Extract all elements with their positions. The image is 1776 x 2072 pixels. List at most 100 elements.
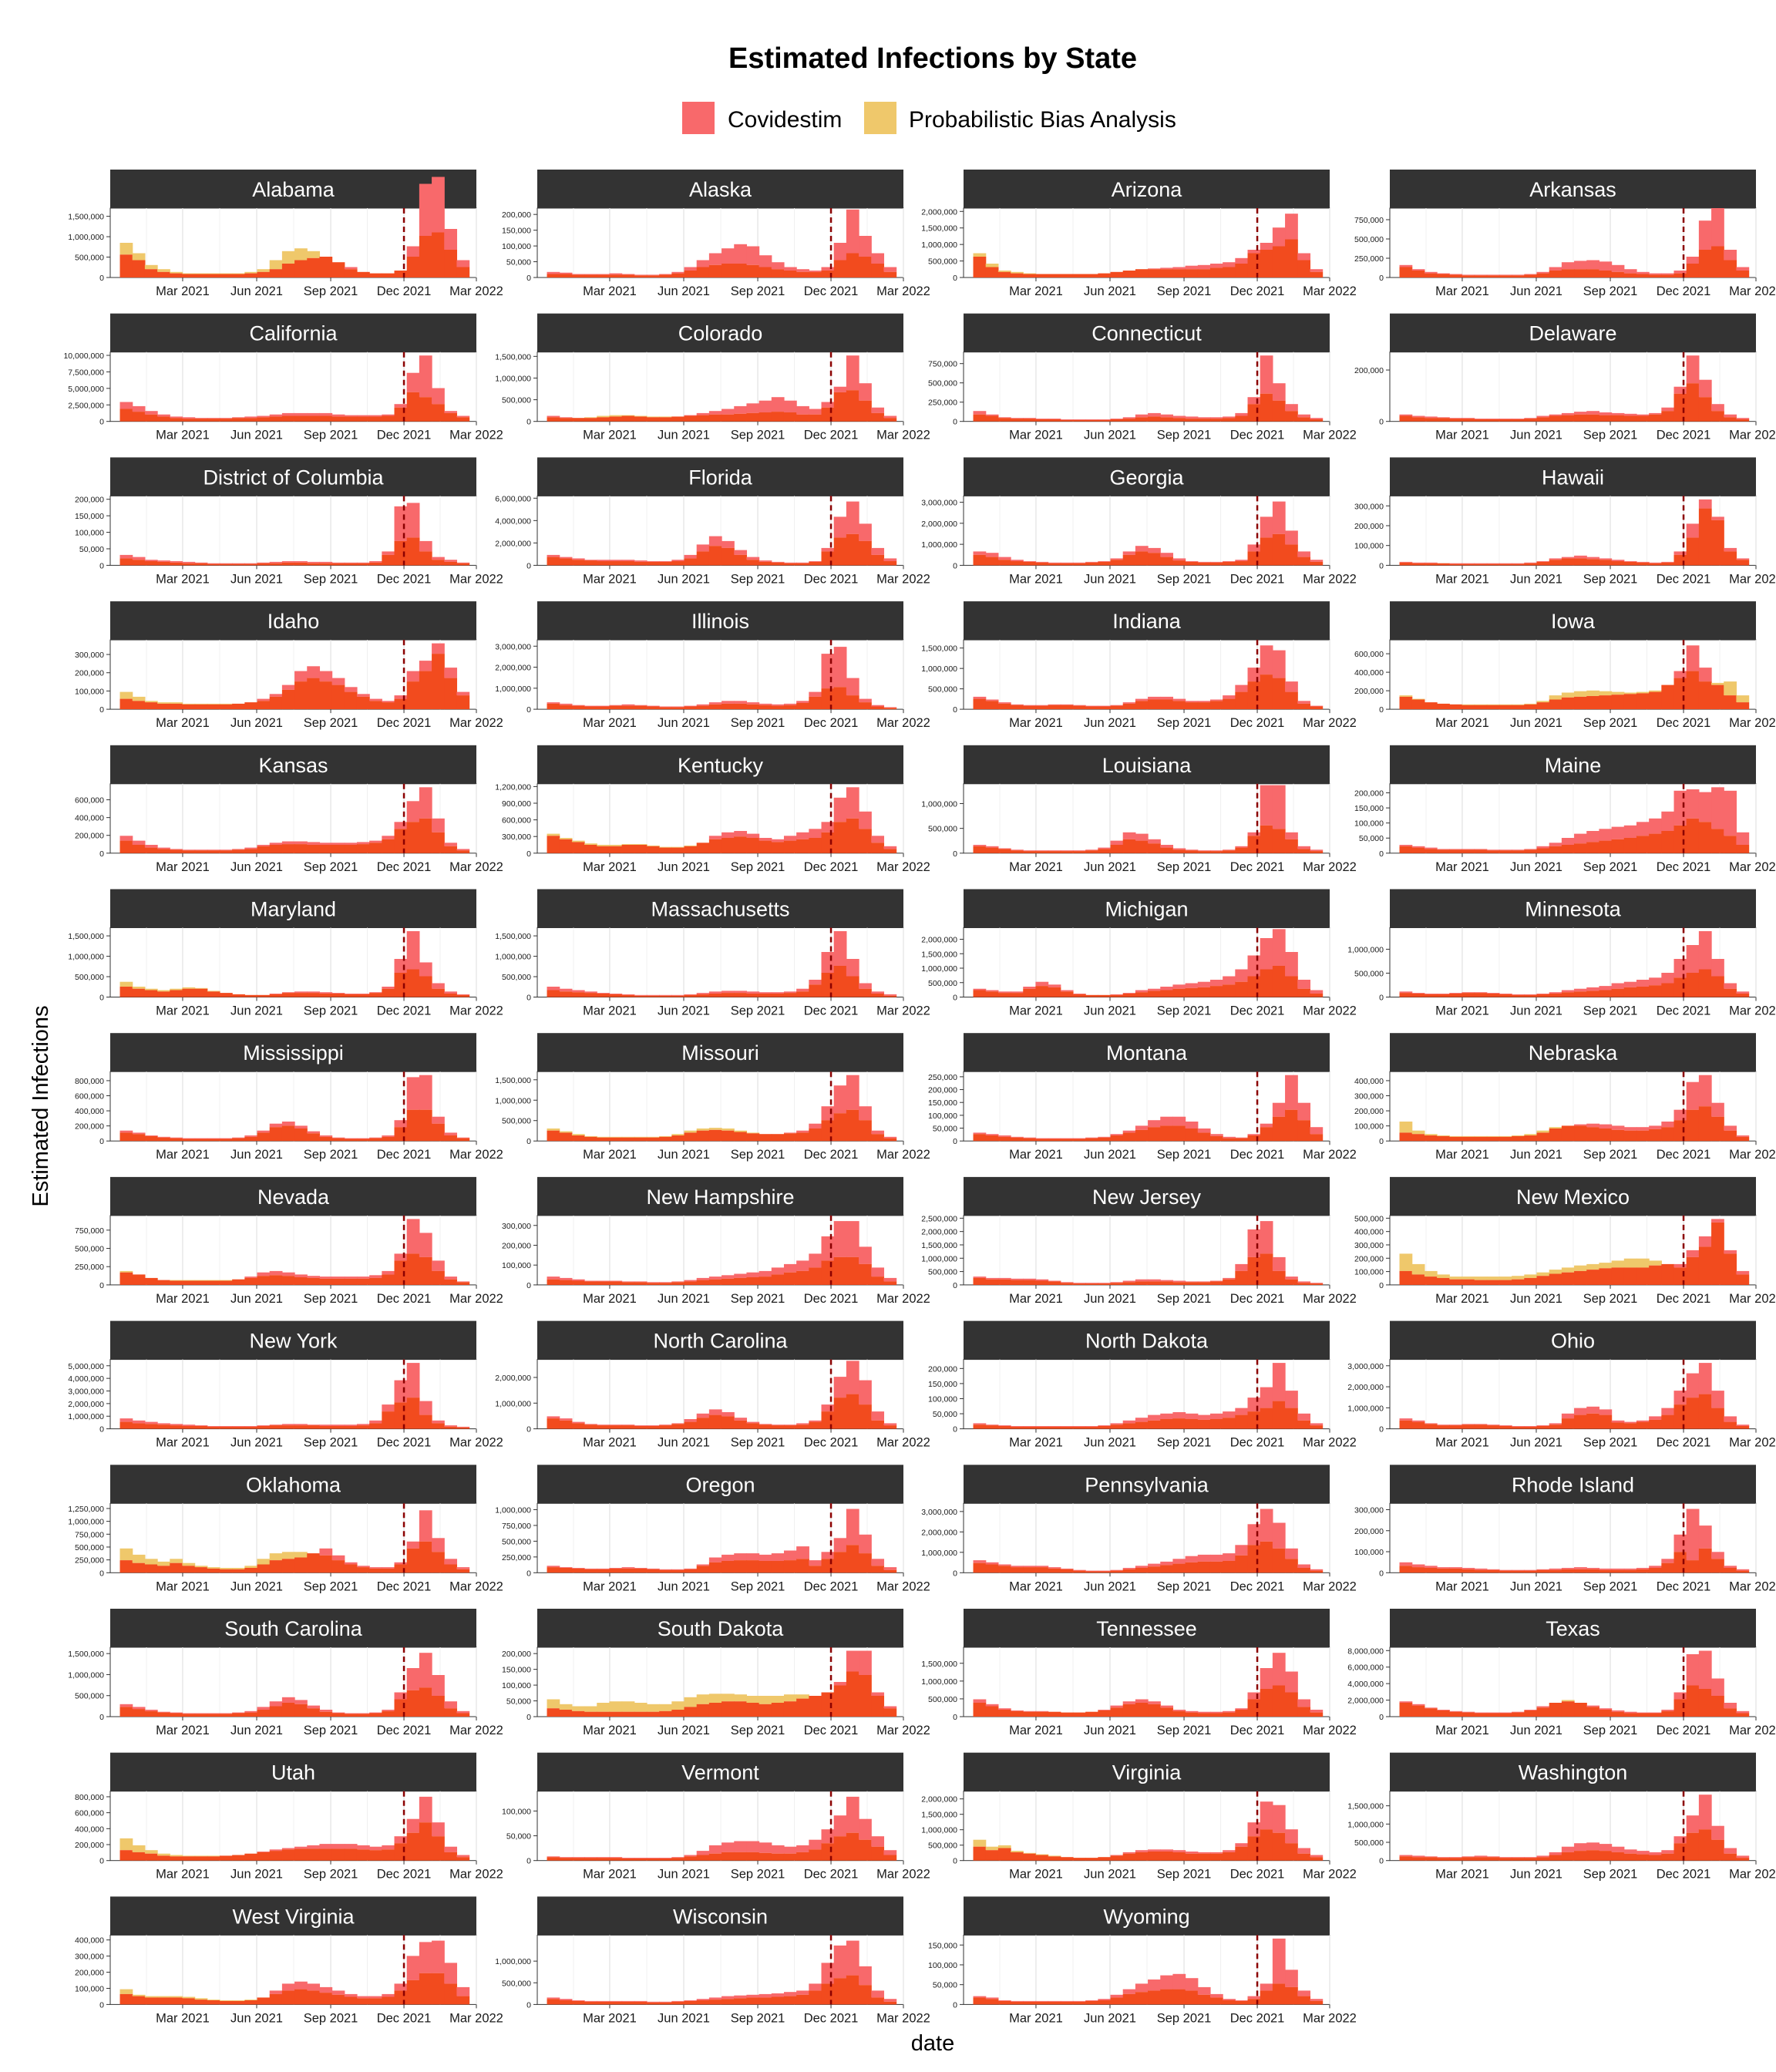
covidestim-bar [634, 1425, 648, 1426]
overlap-bar [1085, 1711, 1098, 1717]
overlap-bar [432, 232, 445, 278]
y-tick-label: 2,000,000 [921, 207, 957, 217]
pba-bar [132, 987, 146, 989]
covidestim-bar [1462, 418, 1475, 419]
overlap-bar [609, 994, 623, 997]
overlap-bar [1736, 1858, 1750, 1861]
strip-label-connecticut: Connecticut [1092, 322, 1202, 345]
overlap-bar [1673, 1404, 1687, 1429]
y-tick-label: 100,000 [502, 1807, 531, 1816]
covidestim-bar [1623, 413, 1637, 416]
covidestim-bar [1209, 1993, 1223, 1998]
overlap-bar [1197, 1419, 1211, 1429]
covidestim-bar [419, 1233, 432, 1257]
overlap-bar [796, 839, 809, 853]
x-tick-label: Mar 2021 [1435, 1148, 1489, 1162]
overlap-bar [708, 1853, 722, 1861]
covidestim-bar [771, 1267, 785, 1275]
covidestim-bar [1686, 1654, 1700, 1686]
covidestim-bar [758, 560, 772, 562]
overlap-bar [1549, 560, 1562, 566]
overlap-bar [659, 847, 672, 853]
overlap-bar [1085, 1858, 1098, 1861]
covidestim-bar [1247, 1524, 1261, 1546]
x-tick-label: Jun 2021 [1510, 1004, 1562, 1018]
overlap-bar [382, 702, 395, 710]
overlap-bar [1698, 822, 1712, 853]
covidestim-bar [1549, 1423, 1562, 1425]
overlap-bar [696, 1704, 710, 1717]
covidestim-bar [382, 414, 395, 416]
pba-bar [144, 264, 158, 270]
y-tick-label: 1,000,000 [68, 1518, 104, 1527]
strip-label-massachusetts: Massachusetts [651, 898, 789, 921]
overlap-bar [1160, 1989, 1174, 2005]
overlap-bar [659, 561, 672, 566]
x-tick-label: Mar 2021 [583, 716, 637, 730]
overlap-bar [307, 1277, 321, 1285]
overlap-bar [1122, 1569, 1136, 1573]
overlap-bar [821, 973, 835, 997]
overlap-bar [207, 274, 220, 278]
y-tick-label: 400,000 [1354, 1077, 1384, 1086]
covidestim-bar [846, 1075, 859, 1110]
pba-bar [144, 1996, 158, 1998]
overlap-bar [444, 412, 458, 422]
overlap-bar [646, 275, 660, 278]
covidestim-bar [406, 372, 420, 392]
covidestim-bar [432, 1940, 445, 1973]
x-tick-label: Jun 2021 [658, 1004, 710, 1018]
overlap-bar [1399, 562, 1413, 566]
overlap-bar [1724, 1568, 1737, 1573]
y-tick-label: 0 [1379, 1425, 1384, 1435]
pba-bar [1561, 1267, 1575, 1273]
overlap-bar [1561, 558, 1575, 566]
covidestim-bar [1272, 227, 1286, 247]
pba-bar [1623, 692, 1637, 695]
y-tick-label: 2,500,000 [68, 401, 104, 410]
covidestim-bar [1110, 558, 1124, 560]
overlap-bar [331, 684, 345, 710]
overlap-bar [696, 1280, 710, 1285]
overlap-bar [547, 417, 560, 422]
overlap-bar [456, 267, 470, 278]
overlap-bar [973, 1424, 987, 1429]
overlap-bar [144, 1424, 158, 1429]
covidestim-bar [1586, 1705, 1600, 1707]
covidestim-bar [1011, 1566, 1024, 1568]
x-tick-label: Jun 2021 [230, 1868, 283, 1882]
y-tick-label: 500,000 [928, 979, 957, 988]
overlap-bar [444, 250, 458, 278]
y-tick-label: 800,000 [75, 1793, 104, 1802]
overlap-bar [1247, 1135, 1261, 1142]
x-tick-label: Dec 2021 [804, 572, 859, 586]
overlap-bar [232, 274, 245, 278]
overlap-bar [432, 1836, 445, 1861]
overlap-bar [1048, 1856, 1061, 1861]
overlap-bar [1486, 275, 1500, 278]
overlap-bar [696, 1855, 710, 1861]
overlap-bar [1623, 1130, 1637, 1142]
overlap-bar [419, 1822, 432, 1861]
covidestim-bar [722, 1412, 735, 1417]
y-tick-label: 0 [953, 849, 957, 859]
pba-bar [684, 1697, 698, 1707]
x-tick-label: Mar 2022 [876, 572, 930, 586]
overlap-bar [1611, 1711, 1625, 1717]
covidestim-bar [609, 1280, 623, 1282]
overlap-bar [696, 843, 710, 853]
overlap-bar [1623, 1713, 1637, 1717]
overlap-bar [1486, 1857, 1500, 1861]
overlap-bar [659, 1569, 672, 1573]
overlap-bar [244, 1426, 258, 1429]
overlap-bar [182, 1998, 196, 2005]
overlap-bar [331, 1138, 345, 1142]
covidestim-bar [1736, 1855, 1750, 1858]
overlap-bar [1724, 417, 1737, 422]
overlap-bar [1110, 1424, 1124, 1429]
overlap-bar [684, 2000, 698, 2005]
y-tick-label: 2,000,000 [921, 1795, 957, 1805]
